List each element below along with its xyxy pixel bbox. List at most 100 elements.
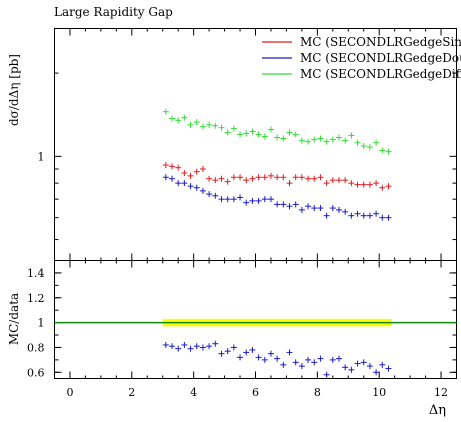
ratio-data-point (360, 359, 367, 366)
data-point (199, 123, 206, 130)
data-point (237, 131, 244, 138)
data-point (187, 121, 194, 128)
data-point (261, 133, 268, 140)
data-point (354, 139, 361, 146)
data-point (237, 174, 244, 181)
ratio-data-point (323, 371, 330, 378)
data-point (267, 126, 274, 133)
data-point (292, 201, 299, 208)
y-tick-label: 1.4 (27, 267, 45, 280)
data-point (199, 165, 206, 172)
ratio-data-point (329, 356, 336, 363)
data-point (348, 180, 355, 187)
data-point (181, 180, 188, 187)
ratio-data-point (335, 355, 342, 362)
data-point (212, 122, 219, 129)
ratio-data-point (162, 341, 169, 348)
data-point (298, 174, 305, 181)
data-point (193, 184, 200, 191)
data-point (373, 210, 380, 217)
ratio-data-point (255, 354, 262, 361)
data-point (348, 132, 355, 139)
x-axis-label: Δη (429, 403, 446, 418)
ratio-data-point (267, 350, 274, 357)
data-point (373, 180, 380, 187)
ratio-data-point (261, 356, 268, 363)
ratio-data-point (373, 369, 380, 376)
ratio-y-axis-label: MC/data (7, 293, 21, 345)
data-point (162, 108, 169, 115)
ratio-data-point (385, 365, 392, 372)
data-point (175, 180, 182, 187)
ratio-data-point (193, 343, 200, 350)
data-point (175, 117, 182, 124)
data-point (286, 180, 293, 187)
data-point (261, 174, 268, 181)
data-point (193, 119, 200, 126)
data-point (366, 181, 373, 188)
ratio-data-point (348, 366, 355, 373)
data-point (181, 170, 188, 177)
ratio-data-point (317, 355, 324, 362)
ratio-data-point (379, 361, 386, 368)
x-tick-label: 4 (190, 386, 197, 399)
data-point (162, 174, 169, 181)
data-point (218, 196, 225, 203)
data-point (317, 135, 324, 142)
data-point (218, 175, 225, 182)
axis-ticks: 0 2 4 6 8 10 12 1 0.6 0.8 1 1.2 1.4 (27, 28, 457, 399)
legend-label: MC (SECONDLRGedgeDiffraction) (300, 67, 461, 81)
ratio-data-point (187, 345, 194, 352)
data-point (298, 137, 305, 144)
data-point (230, 196, 237, 203)
data-point (249, 175, 256, 182)
data-point (323, 138, 330, 145)
data-point (329, 136, 336, 143)
data-point (379, 214, 386, 221)
data-points (162, 108, 392, 378)
legend: MC (SECONDLRGedgeSingleDiffraction) MC (S… (262, 35, 461, 81)
data-point (348, 212, 355, 219)
ratio-data-point (169, 343, 176, 350)
ratio-data-point (237, 354, 244, 361)
legend-label: MC (SECONDLRGedgeSingleDiffraction) (300, 35, 461, 49)
data-point (212, 177, 219, 184)
data-point (292, 131, 299, 138)
data-point (385, 148, 392, 155)
data-point (305, 203, 312, 210)
data-point (385, 214, 392, 221)
ratio-data-point (342, 364, 349, 371)
data-point (224, 129, 231, 136)
reference-band (54, 318, 457, 327)
data-point (218, 124, 225, 131)
data-point (286, 203, 293, 210)
data-point (206, 121, 213, 128)
data-point (169, 175, 176, 182)
ratio-data-point (212, 340, 219, 347)
data-point (243, 130, 250, 137)
ratio-data-point (199, 344, 206, 351)
ratio-data-point (305, 356, 312, 363)
ratio-data-point (286, 349, 293, 356)
data-point (385, 183, 392, 190)
data-point (379, 184, 386, 191)
ratio-data-point (298, 363, 305, 370)
data-point (255, 197, 262, 204)
data-point (323, 180, 330, 187)
data-point (280, 135, 287, 142)
y-tick-label: 1 (38, 317, 45, 330)
chart-title: Large Rapidity Gap (54, 5, 173, 19)
data-point (274, 134, 281, 141)
data-point (360, 212, 367, 219)
ratio-data-point (311, 359, 318, 366)
data-point (274, 174, 281, 181)
data-point (261, 196, 268, 203)
ratio-data-point (274, 355, 281, 362)
y-tick-label: 0.6 (27, 366, 45, 379)
data-point (212, 192, 219, 199)
data-point (224, 178, 231, 185)
data-point (199, 187, 206, 194)
data-point (249, 197, 256, 204)
x-tick-label: 0 (66, 386, 73, 399)
